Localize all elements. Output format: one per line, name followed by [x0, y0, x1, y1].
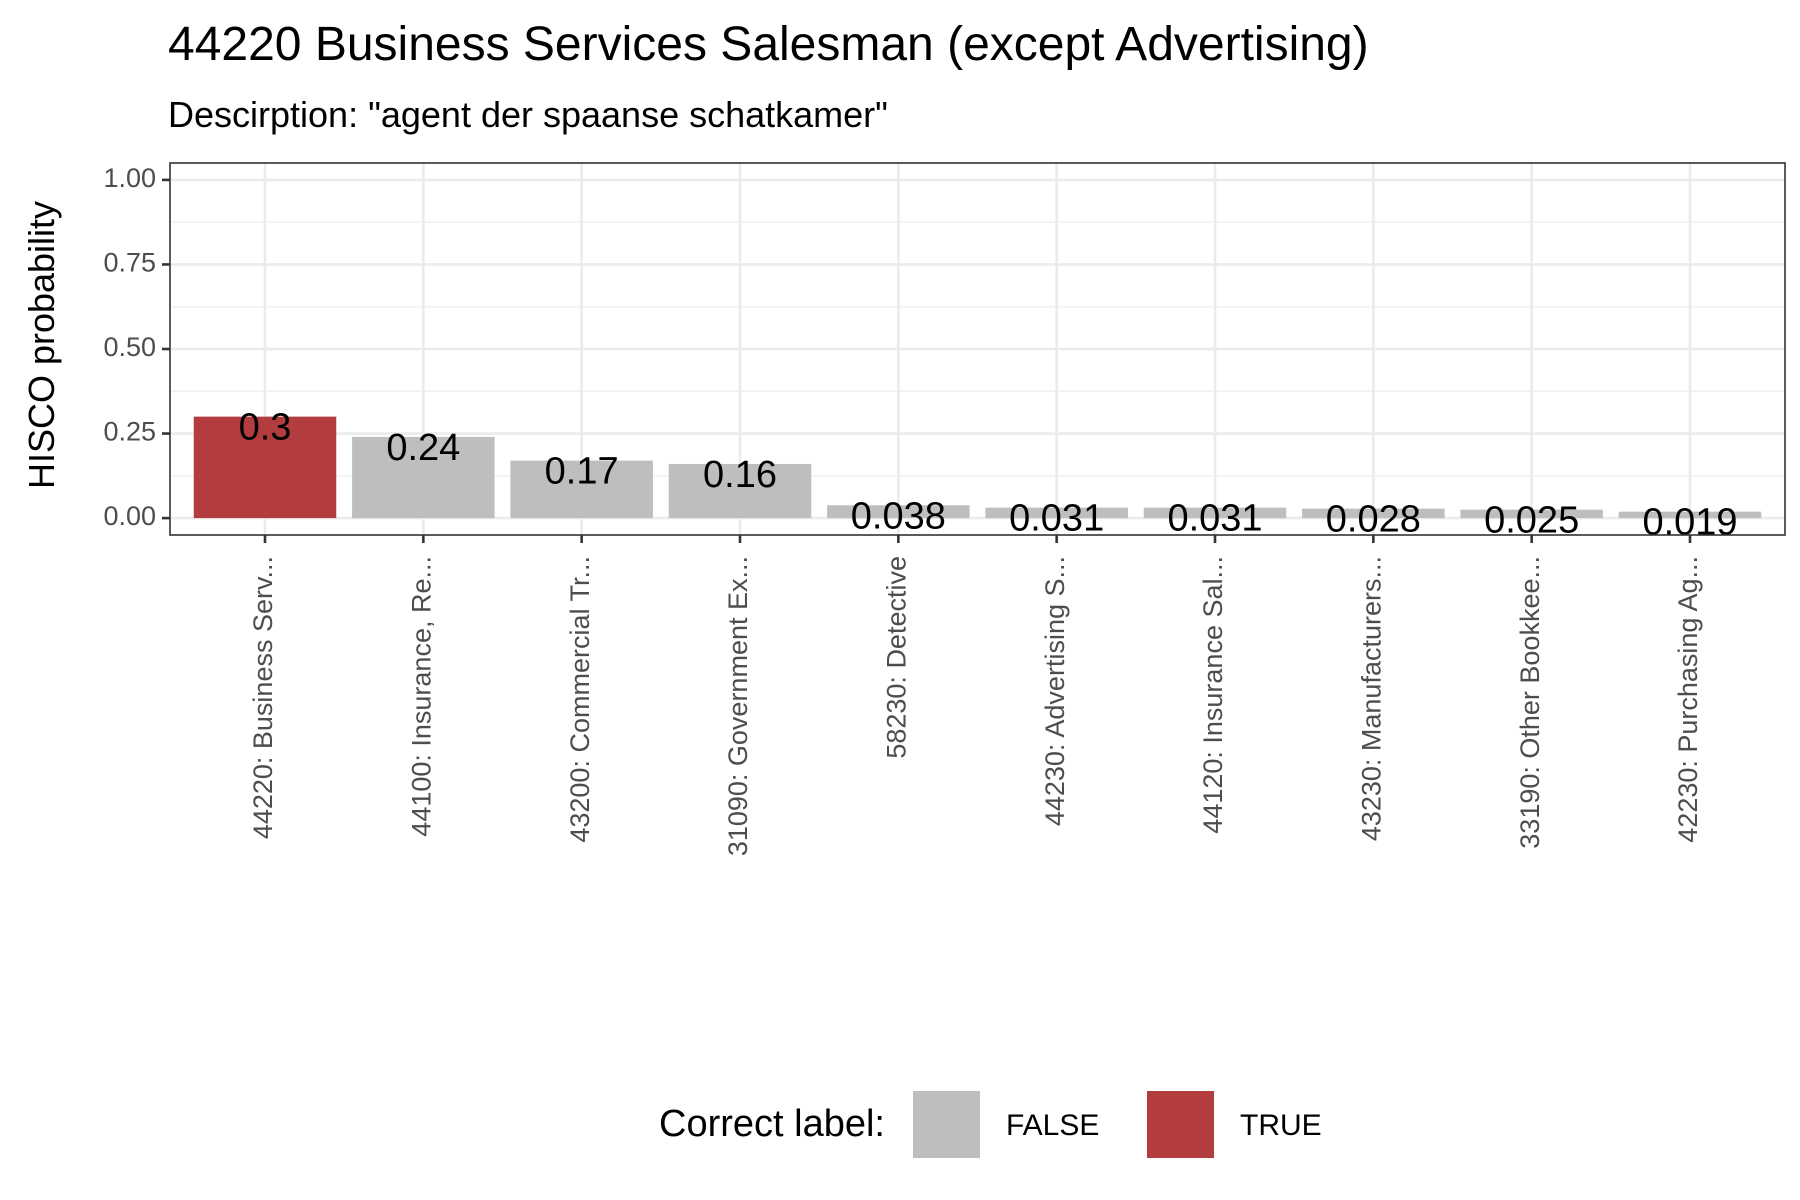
y-axis-title: HISCO probability: [21, 201, 62, 489]
legend-label-false: FALSE: [1006, 1109, 1099, 1142]
data-label: 0.028: [1326, 499, 1421, 541]
bar: [193, 416, 337, 519]
y-tick-label: 0.75: [103, 248, 156, 278]
legend-title: Correct label:: [659, 1103, 885, 1145]
x-tick-label: 43230: Manufacturers...: [1356, 556, 1386, 841]
data-label: 0.16: [703, 454, 777, 496]
y-axis: 0.00 0.25 0.50 0.75 1.00: [103, 163, 170, 531]
x-tick-label: 58230: Detective: [881, 556, 911, 759]
y-tick-label: 0.00: [103, 501, 156, 531]
bar: [1618, 511, 1762, 519]
data-label: 0.031: [1167, 498, 1262, 540]
chart-subtitle: Descirption: "agent der spaanse schatkam…: [168, 94, 888, 135]
x-tick-label: 33190: Other Bookkee...: [1515, 556, 1545, 849]
x-tick-label: 42230: Purchasing Ag...: [1673, 556, 1703, 843]
data-label: 0.031: [1009, 498, 1104, 540]
bar: [1143, 507, 1287, 519]
bar: [985, 507, 1128, 519]
x-tick-label: 44220: Business Serv...: [248, 556, 278, 839]
x-tick-label: 44100: Insurance, Re...: [406, 556, 436, 837]
x-tick-label: 43200: Commercial Tr...: [565, 556, 595, 843]
bar: [352, 436, 495, 519]
bar: [1302, 508, 1445, 519]
bar: [1460, 509, 1603, 519]
y-tick-label: 0.50: [103, 332, 156, 362]
bar: [668, 463, 812, 519]
chart-title: 44220 Business Services Salesman (except…: [168, 18, 1369, 71]
data-label: 0.24: [386, 427, 460, 469]
grid: [170, 163, 1785, 535]
legend-swatch-true: [1147, 1091, 1214, 1158]
legend-swatch-false: [913, 1091, 980, 1158]
legend-label-true: TRUE: [1240, 1109, 1322, 1142]
data-label: 0.3: [239, 407, 292, 449]
y-tick-label: 1.00: [103, 163, 156, 193]
x-tick-label: 44120: Insurance Sal...: [1198, 556, 1228, 834]
legend: Correct label: FALSE TRUE: [659, 1091, 1322, 1158]
bar: [827, 505, 970, 519]
x-axis: 44220: Business Serv... 44100: Insurance,…: [248, 535, 1703, 856]
x-tick-label: 31090: Government Ex...: [723, 556, 753, 856]
data-label: 0.038: [851, 495, 946, 537]
bars: [193, 416, 1762, 519]
y-tick-label: 0.25: [103, 417, 156, 447]
x-tick-label: 44230: Advertising S...: [1040, 556, 1070, 826]
bar: [510, 460, 653, 519]
data-label: 0.17: [545, 451, 619, 493]
